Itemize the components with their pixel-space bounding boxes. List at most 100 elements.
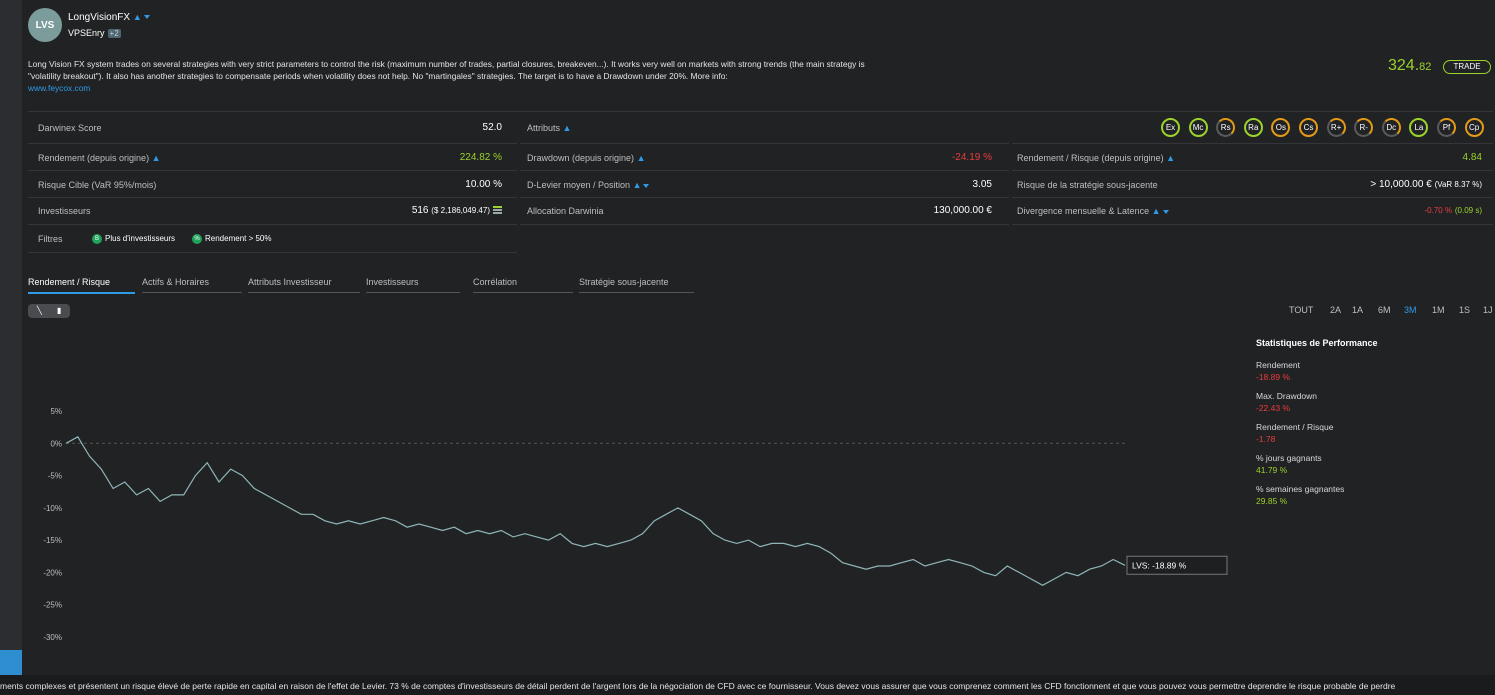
darwin-name[interactable]: LongVisionFX ▲ <box>68 12 150 23</box>
graduation-cap-icon[interactable]: ▲ <box>636 153 646 163</box>
filter-more-investors[interactable]: B Plus d'investisseurs <box>92 234 175 244</box>
attribute-ra[interactable]: Ra <box>1243 118 1263 137</box>
allocation-label: Allocation Darwinia <box>527 206 604 216</box>
series-line-lvs[interactable] <box>65 435 1126 586</box>
filter-return[interactable]: % Rendement > 50% <box>192 234 272 244</box>
range-1m[interactable]: 1M <box>1432 305 1445 315</box>
filter-return-text: Rendement > 50% <box>205 234 272 244</box>
drawdown-label-text: Drawdown (depuis origine) <box>527 153 635 163</box>
darwin-name-text[interactable]: LongVisionFX <box>68 12 131 23</box>
sidebar-accent[interactable] <box>0 650 22 675</box>
chart-mode-toggle[interactable]: ╲ ▮ <box>28 304 70 318</box>
leverage-label-text: D-Levier moyen / Position <box>527 180 631 190</box>
y-tick-label: -10% <box>43 504 62 513</box>
risk-value: 10.00 % <box>465 179 502 190</box>
tab-3[interactable]: Investisseurs <box>366 277 460 293</box>
tab-1[interactable]: Actifs & Horaires <box>142 277 242 293</box>
attribute-la[interactable]: La <box>1409 118 1429 137</box>
series-tooltip-box <box>1126 555 1228 575</box>
leverage-label[interactable]: D-Levier moyen / Position ▲ <box>527 180 650 190</box>
price-main: 324. <box>1388 57 1420 74</box>
y-tick-label: -25% <box>43 601 62 610</box>
graduation-cap-icon[interactable]: ▲ <box>562 123 572 133</box>
info-link[interactable]: www.feycox.com <box>28 83 91 93</box>
attribute-ex[interactable]: Ex <box>1161 118 1180 137</box>
chevron-down-icon[interactable] <box>643 183 650 188</box>
graduation-cap-icon[interactable]: ▲ <box>132 12 142 22</box>
candle-chart-icon[interactable]: ▮ <box>57 306 62 315</box>
divider <box>520 143 1009 144</box>
attribute-os[interactable]: Os <box>1271 118 1291 137</box>
divider <box>1012 143 1493 144</box>
strategy-risk-var: (VaR 8.37 %) <box>1434 180 1482 189</box>
main-panel: LVS LongVisionFX ▲ VPSEnry +2 Long Vision… <box>22 0 1495 675</box>
allocation-value: 130,000.00 € <box>933 205 992 216</box>
divider <box>28 111 1493 112</box>
series-tooltip-text: LVS: -18.89 % <box>1132 560 1187 570</box>
perf-value: -22.43 % <box>1256 403 1291 413</box>
attribute-rminus[interactable]: R- <box>1354 118 1374 137</box>
tab-2[interactable]: Attributs Investisseur <box>248 277 360 293</box>
owner: VPSEnry +2 <box>68 28 121 38</box>
perf-label: Max. Drawdown <box>1256 391 1317 401</box>
tab-0[interactable]: Rendement / Risque <box>28 277 135 294</box>
divergence-pct: -0.70 % <box>1424 206 1453 215</box>
return-risk-label[interactable]: Rendement / Risque (depuis origine) ▲ <box>1017 153 1175 163</box>
description: Long Vision FX system trades on several … <box>28 58 888 94</box>
divergence-value: -0.70 % (0.09 s) <box>1362 205 1482 216</box>
attribute-rplus[interactable]: R+ <box>1326 118 1346 137</box>
perf-label: Rendement / Risque <box>1256 422 1334 432</box>
graduation-cap-icon[interactable]: ▲ <box>1166 153 1176 163</box>
trade-button[interactable]: TRADE <box>1443 60 1491 74</box>
return-risk-label-text: Rendement / Risque (depuis origine) <box>1017 153 1164 163</box>
attribute-rs[interactable]: Rs <box>1216 118 1236 137</box>
divider <box>1012 197 1493 198</box>
owner-name[interactable]: VPSEnry <box>68 28 105 38</box>
score-value: 52.0 <box>482 122 502 133</box>
attribute-pf[interactable]: Pf <box>1437 118 1456 137</box>
strategy-risk-value: > 10,000.00 € (VaR 8.37 %) <box>1302 179 1482 190</box>
tab-4[interactable]: Corrélation <box>473 277 573 293</box>
filters-label: Filtres <box>38 234 63 244</box>
divergence-label-text: Divergence mensuelle & Latence <box>1017 206 1150 216</box>
perf-label: Rendement <box>1256 360 1300 370</box>
graduation-cap-icon[interactable]: ▲ <box>1151 206 1161 216</box>
range-3m[interactable]: 3M <box>1404 305 1417 315</box>
attribute-cs[interactable]: Cs <box>1299 118 1318 137</box>
owner-badge[interactable]: +2 <box>107 29 121 38</box>
perf-value: 41.79 % <box>1256 465 1288 475</box>
range-1a[interactable]: 1A <box>1352 305 1364 315</box>
range-1s[interactable]: 1S <box>1459 305 1471 315</box>
graduation-cap-icon[interactable]: ▲ <box>151 153 161 163</box>
drawdown-label[interactable]: Drawdown (depuis origine) ▲ <box>527 153 646 163</box>
divider <box>28 197 517 198</box>
strategy-risk-amount: > 10,000.00 € <box>1370 179 1432 190</box>
return-label-text: Rendement (depuis origine) <box>38 153 150 163</box>
divider <box>520 197 1009 198</box>
attributes-label[interactable]: Attributs ▲ <box>527 123 571 133</box>
range-1j[interactable]: 1J <box>1483 305 1493 315</box>
line-chart-icon[interactable]: ╲ <box>37 306 42 315</box>
attribute-cp[interactable]: Cp <box>1464 118 1484 137</box>
y-tick-label: -20% <box>43 568 62 577</box>
chevron-down-icon[interactable] <box>1162 209 1169 214</box>
leverage-value: 3.05 <box>972 179 992 190</box>
attribute-mc[interactable]: Mc <box>1188 118 1208 137</box>
divergence-label[interactable]: Divergence mensuelle & Latence ▲ <box>1017 206 1169 216</box>
filter-badge-icon: B <box>92 234 102 244</box>
y-tick-label: -5% <box>48 472 62 481</box>
attributes-label-text: Attributs <box>527 123 561 133</box>
chevron-down-icon[interactable] <box>143 15 150 20</box>
attribute-dc[interactable]: Dc <box>1381 118 1401 137</box>
range-2a[interactable]: 2A <box>1330 305 1342 315</box>
perf-label: % semaines gagnantes <box>1256 484 1345 494</box>
description-text: Long Vision FX system trades on several … <box>28 59 865 81</box>
darwin-price: 324.82 <box>1388 57 1431 75</box>
graduation-cap-icon[interactable]: ▲ <box>632 180 642 190</box>
tab-5[interactable]: Stratégie sous-jacente <box>579 277 694 293</box>
y-tick-label: 0% <box>50 439 62 448</box>
bars-icon[interactable] <box>493 206 502 215</box>
return-label[interactable]: Rendement (depuis origine) ▲ <box>38 153 161 163</box>
range-tout[interactable]: TOUT <box>1289 305 1314 315</box>
range-6m[interactable]: 6M <box>1378 305 1391 315</box>
